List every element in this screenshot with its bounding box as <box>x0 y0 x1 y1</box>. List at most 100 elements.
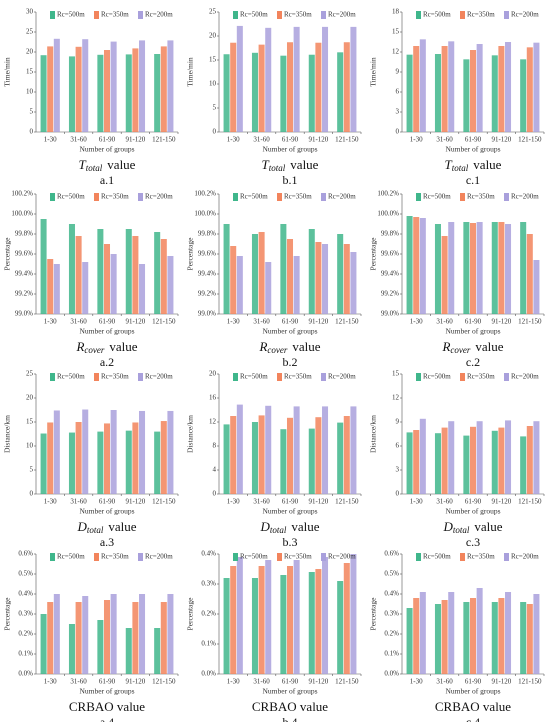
x-tick-label: 91-120 <box>308 318 328 326</box>
bar <box>441 46 448 132</box>
x-tick-label: 121-150 <box>335 318 359 326</box>
caption-subscript: cover <box>84 345 104 355</box>
bar <box>286 417 294 494</box>
legend-swatch <box>321 11 326 19</box>
bar <box>498 222 505 314</box>
y-tick-label: 0.2% <box>201 610 216 618</box>
x-axis-label: Number of groups <box>263 327 318 336</box>
bar <box>236 557 243 674</box>
x-tick-label: 31-60 <box>253 678 270 686</box>
bar <box>103 50 111 132</box>
y-tick-label: 99.4% <box>15 270 33 278</box>
legend-label: Rc=500m <box>57 11 85 19</box>
legend-swatch <box>504 553 509 561</box>
x-tick-label: 121-150 <box>152 498 176 506</box>
x-tick-label: 31-60 <box>70 318 87 326</box>
caption-text: value <box>291 519 319 534</box>
bar <box>230 566 237 674</box>
legend-swatch <box>94 553 99 561</box>
y-tick-label: 99.0% <box>381 310 399 318</box>
legend-swatch <box>233 553 238 561</box>
x-tick-label: 31-60 <box>70 498 87 506</box>
x-tick-label: 91-120 <box>125 678 145 686</box>
x-tick-label: 1-30 <box>44 136 57 144</box>
bar <box>82 262 89 314</box>
y-tick-label: 0.1% <box>18 650 33 658</box>
y-tick-label: 0.0% <box>18 670 33 678</box>
caption: Dtotal value <box>442 519 502 535</box>
bar <box>251 234 258 314</box>
bar <box>434 604 441 674</box>
bar <box>293 26 300 133</box>
bar <box>315 417 322 494</box>
panel-label: a.1 <box>100 173 114 187</box>
x-tick-label: 121-150 <box>335 498 359 506</box>
bar <box>343 563 350 674</box>
bar <box>258 232 265 314</box>
legend-label: Rc=350m <box>284 193 312 201</box>
caption: CRBAO value <box>435 699 511 714</box>
caption-text: value <box>108 519 136 534</box>
y-axis-label: Distance/km <box>369 415 378 453</box>
bar <box>526 47 533 133</box>
bar <box>448 41 455 133</box>
bar <box>406 216 413 314</box>
legend-label: Rc=350m <box>101 193 129 201</box>
y-axis-label: Percentage <box>3 237 12 271</box>
bar <box>533 594 540 674</box>
bar <box>350 554 357 674</box>
legend-label: Rc=350m <box>467 193 495 201</box>
panel: 0 3 6 9 12 15 Distance/km 1-30 31-60 61-90 91-120 1… <box>369 370 545 549</box>
panel: 0 5 10 15 20 25 30 Time/min 1-30 31-60 61-90 91-120… <box>3 8 179 187</box>
y-axis-label: Distance/km <box>3 415 12 453</box>
bar <box>533 421 540 494</box>
bar <box>230 42 237 132</box>
legend-swatch <box>277 553 282 561</box>
y-tick-label: 9 <box>396 418 400 426</box>
caption: CRBAO value <box>252 699 328 714</box>
legend-swatch <box>138 11 143 19</box>
x-tick-label: 31-60 <box>253 498 270 506</box>
bar <box>350 406 357 494</box>
x-tick-label: 31-60 <box>70 136 87 144</box>
y-tick-label: 0.3% <box>384 610 399 618</box>
bar <box>132 236 139 314</box>
y-tick-label: 0.2% <box>18 630 33 638</box>
bar <box>308 229 315 314</box>
caption-symbol: R <box>441 339 450 354</box>
legend-label: Rc=200m <box>328 193 356 201</box>
bar <box>167 410 174 494</box>
legend-swatch <box>94 193 99 201</box>
y-tick-label: 0.6% <box>384 550 399 558</box>
x-tick-label: 31-60 <box>70 678 87 686</box>
legend-swatch <box>233 193 238 201</box>
bar <box>498 598 505 674</box>
caption-subscript: total <box>453 525 470 535</box>
bar <box>97 54 104 132</box>
y-tick-label: 99.0% <box>15 310 33 318</box>
legend-swatch <box>321 193 326 201</box>
legend-label: Rc=350m <box>467 553 495 561</box>
bar <box>258 415 265 494</box>
x-tick-label: 61-90 <box>99 136 116 144</box>
caption: Dtotal value <box>76 519 136 535</box>
bar <box>223 54 230 132</box>
panel: 0 4 8 12 16 20 Distance/km 1-30 31-60 61-90 91-120… <box>186 370 362 549</box>
y-tick-label: 30 <box>26 8 34 16</box>
legend-label: Rc=350m <box>284 553 312 561</box>
y-tick-label: 25 <box>26 370 34 378</box>
x-axis-label: Number of groups <box>446 687 501 696</box>
x-axis-label: Number of groups <box>263 145 318 154</box>
bar <box>223 224 230 314</box>
bar <box>47 259 54 314</box>
caption: Ttotal value <box>445 157 502 173</box>
bar <box>322 26 329 133</box>
bar <box>520 602 527 674</box>
x-axis-label: Number of groups <box>263 507 318 516</box>
legend-label: Rc=350m <box>467 373 495 381</box>
y-tick-label: 0.4% <box>18 590 33 598</box>
caption-text: value <box>107 157 135 172</box>
legend-label: Rc=200m <box>328 553 356 561</box>
x-tick-label: 121-150 <box>518 678 542 686</box>
caption-subscript: total <box>269 163 286 173</box>
